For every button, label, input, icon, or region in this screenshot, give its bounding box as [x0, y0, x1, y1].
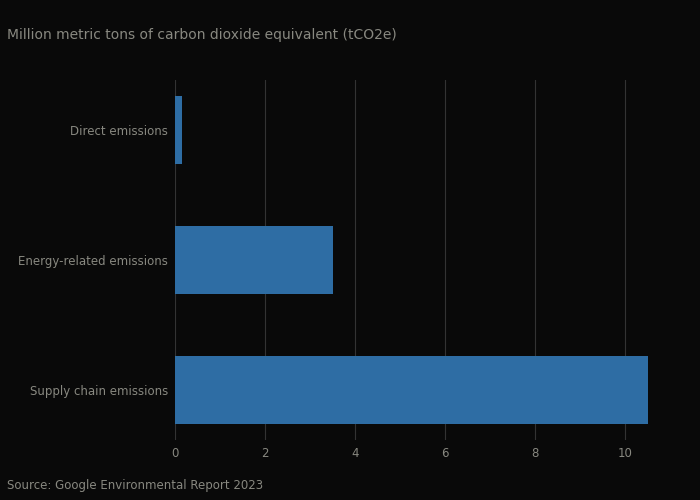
Bar	[175, 96, 182, 164]
Text: Source: Google Environmental Report 2023: Source: Google Environmental Report 2023	[7, 480, 263, 492]
Bar	[175, 226, 332, 294]
Text: Million metric tons of carbon dioxide equivalent (tCO2e): Million metric tons of carbon dioxide eq…	[7, 28, 397, 42]
Bar	[175, 356, 648, 424]
